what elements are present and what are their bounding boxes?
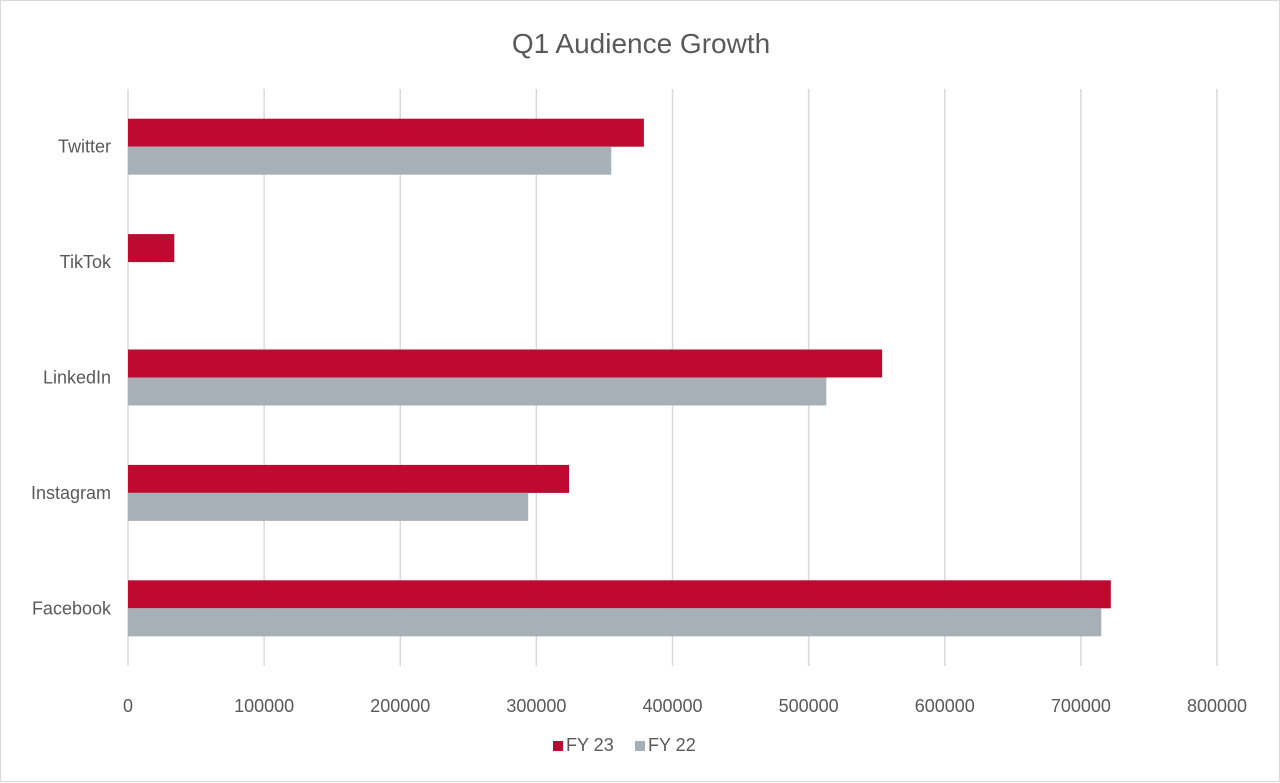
x-tick-label: 300000 <box>506 696 566 716</box>
bar-fy-22-twitter <box>128 146 612 175</box>
x-tick-label: 200000 <box>370 696 430 716</box>
x-tick-label: 400000 <box>642 696 702 716</box>
bar-fy-23-linkedin <box>128 349 883 378</box>
y-tick-label: Twitter <box>58 137 111 157</box>
bar-fy-23-tiktok <box>128 234 175 263</box>
bar-fy-22-instagram <box>128 492 529 521</box>
bar-fy-23-twitter <box>128 118 644 147</box>
x-tick-label: 100000 <box>234 696 294 716</box>
bars <box>128 118 1111 637</box>
x-tick-label: 0 <box>123 696 133 716</box>
y-tick-label: Instagram <box>31 483 111 503</box>
x-tick-label: 600000 <box>915 696 975 716</box>
bar-fy-22-facebook <box>128 608 1102 637</box>
y-tick-label: LinkedIn <box>43 368 111 388</box>
chart-title: Q1 Audience Growth <box>512 28 770 59</box>
y-tick-label: Facebook <box>32 598 112 618</box>
bar-fy-22-linkedin <box>128 377 827 406</box>
legend-label-fy-23: FY 23 <box>566 735 614 755</box>
legend-swatch-fy-23 <box>553 741 563 751</box>
x-tick-label: 700000 <box>1051 696 1111 716</box>
tick-labels: 0 100000 200000 300000 400000 500000 600000 700… <box>31 137 1247 716</box>
x-tick-label: 500000 <box>779 696 839 716</box>
legend-label-fy-22: FY 22 <box>648 735 696 755</box>
bar-fy-23-facebook <box>128 580 1111 609</box>
bar-fy-23-instagram <box>128 464 570 493</box>
y-tick-label: TikTok <box>60 252 112 272</box>
x-tick-label: 800000 <box>1187 696 1247 716</box>
legend-swatch-fy-22 <box>635 741 645 751</box>
legend: FY 23 FY 22 <box>553 735 696 755</box>
